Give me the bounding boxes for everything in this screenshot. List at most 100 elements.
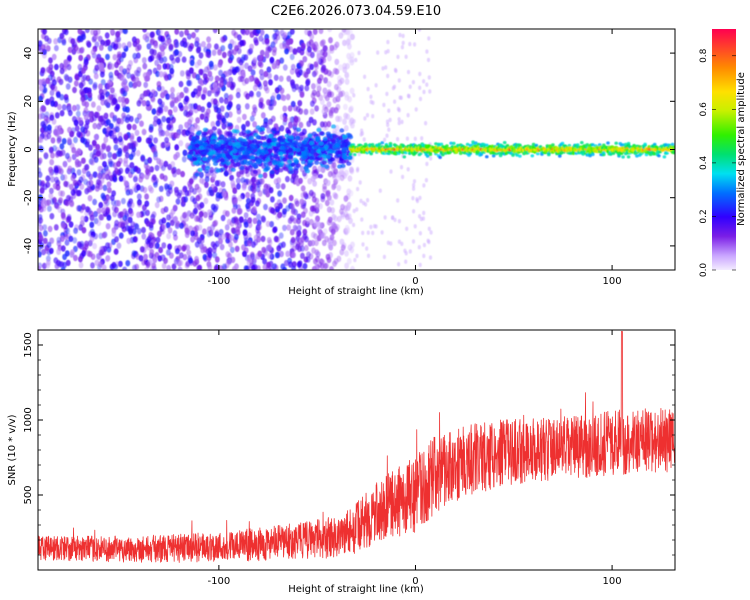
spectrogram-cell bbox=[124, 218, 129, 226]
spectrogram-cell bbox=[652, 152, 657, 156]
spectrogram-cell bbox=[75, 110, 81, 118]
spectrogram-cell bbox=[192, 161, 198, 166]
spectrogram-cell bbox=[190, 195, 195, 203]
spectrogram-cell bbox=[318, 29, 324, 35]
spectrogram-cell bbox=[190, 236, 195, 243]
spectrogram-cell bbox=[190, 145, 197, 150]
spectrogram-cell bbox=[309, 63, 315, 71]
spectrogram-cell bbox=[233, 158, 239, 163]
spectrogram-cell bbox=[259, 73, 265, 81]
spectrogram-cell bbox=[269, 58, 275, 65]
spectrogram-cell bbox=[411, 196, 415, 201]
spectrogram-cell bbox=[172, 171, 177, 178]
spectrogram-cell bbox=[474, 141, 478, 145]
spectrogram-cell bbox=[229, 234, 235, 242]
spectrogram-cell bbox=[101, 232, 107, 239]
spectrogram-cell bbox=[344, 72, 350, 80]
spectrogram-cell bbox=[398, 32, 402, 38]
spectrogram-cell bbox=[184, 87, 190, 94]
spectrogram-cell bbox=[265, 138, 272, 144]
spectrogram-cell bbox=[400, 119, 404, 125]
spectrogram-cell bbox=[325, 154, 331, 159]
spectrogram-cell bbox=[271, 127, 277, 132]
spectrogram-cell bbox=[156, 63, 162, 71]
spectrogram-cell bbox=[417, 29, 422, 32]
spectrogram-cell bbox=[86, 186, 92, 193]
spectrogram-cell bbox=[210, 241, 216, 248]
spectrogram-cell bbox=[74, 73, 80, 81]
spectrogram-cell bbox=[559, 151, 563, 155]
spectrogram-cell bbox=[204, 176, 210, 183]
spectrogram-cell bbox=[203, 197, 209, 205]
spectrogram-cell bbox=[144, 200, 150, 207]
spectrogram-cell bbox=[67, 126, 72, 134]
spectrogram-cell bbox=[188, 150, 194, 155]
spectrogram-cell bbox=[235, 177, 241, 184]
spectrogram-cell bbox=[302, 56, 308, 63]
spectrogram-cell bbox=[139, 246, 145, 253]
spectrogram-cell bbox=[115, 150, 121, 158]
spectrogram-cell bbox=[330, 207, 335, 214]
spectrogram-cell bbox=[61, 39, 67, 46]
spectrogram-cell bbox=[291, 265, 296, 270]
spectrogram-cell bbox=[249, 115, 255, 122]
spectrogram-cell bbox=[128, 81, 134, 88]
spectrogram-cell bbox=[219, 105, 225, 112]
spectrogram-cell bbox=[229, 246, 235, 254]
spectrogram-cell bbox=[405, 136, 409, 141]
spectrogram-cell bbox=[126, 63, 132, 71]
spectrogram-cell bbox=[220, 214, 226, 222]
spectrogram-cell bbox=[161, 262, 167, 270]
spectrogram-cell bbox=[106, 119, 111, 126]
spectrogram-cell bbox=[107, 151, 113, 158]
spectrogram-cell bbox=[327, 170, 333, 178]
spectrogram-cell bbox=[67, 54, 72, 62]
spectrogram-cell bbox=[288, 143, 294, 148]
spectrogram-cell bbox=[65, 259, 71, 267]
spectrogram-cell bbox=[39, 187, 45, 194]
spectrogram-cell bbox=[102, 141, 107, 149]
spectrogram-cell bbox=[417, 245, 421, 250]
spectrogram-cell bbox=[349, 168, 355, 175]
spectrogram-cell bbox=[214, 43, 219, 50]
spectrogram-cell bbox=[258, 35, 264, 42]
spectrogram-cell bbox=[49, 114, 55, 121]
spectrogram-cell bbox=[386, 122, 390, 128]
spectrogram-cell bbox=[317, 221, 323, 229]
spectrogram-cell bbox=[302, 219, 307, 227]
spectrogram-cell bbox=[135, 149, 141, 157]
spectrogram-cell bbox=[397, 239, 401, 244]
spectrogram-cell bbox=[136, 66, 142, 74]
spectrogram-cell bbox=[385, 119, 390, 124]
spectrogram-cell bbox=[121, 101, 127, 108]
spectrogram-cell bbox=[210, 183, 216, 191]
spectrogram-cell bbox=[213, 219, 219, 227]
spectrogram-cell bbox=[352, 153, 357, 157]
spectrogram-cell bbox=[245, 170, 251, 178]
spectrogram-cell bbox=[362, 137, 366, 142]
spectrogram-cell bbox=[290, 63, 296, 71]
spectrogram-cell bbox=[38, 113, 43, 120]
spectrogram-cell bbox=[141, 233, 147, 240]
spectrogram-cell bbox=[251, 206, 257, 214]
spectrogram-cell bbox=[151, 108, 157, 115]
spectrogram-cell bbox=[44, 247, 50, 254]
spectrogram-cell bbox=[59, 143, 65, 150]
spectrogram-cell bbox=[83, 61, 88, 68]
spectrogram-cell bbox=[116, 242, 122, 249]
spectrogram-cell bbox=[62, 174, 68, 181]
spectrogram-cell bbox=[268, 206, 274, 213]
spectrogram-cell bbox=[329, 266, 334, 270]
spectrogram-cell bbox=[125, 167, 130, 174]
spectrogram-cell bbox=[327, 29, 333, 33]
spectrogram-cell bbox=[320, 195, 326, 203]
spectrogram-cell bbox=[126, 72, 132, 79]
spectrogram-cell bbox=[144, 193, 150, 200]
spectrogram-cell bbox=[80, 215, 86, 222]
spectrogram-cell bbox=[49, 89, 55, 97]
spectrogram-cell bbox=[111, 261, 117, 269]
spectrogram-cell bbox=[181, 129, 187, 136]
spectrogram-cell bbox=[88, 111, 94, 118]
spectrogram-cell bbox=[164, 136, 170, 144]
